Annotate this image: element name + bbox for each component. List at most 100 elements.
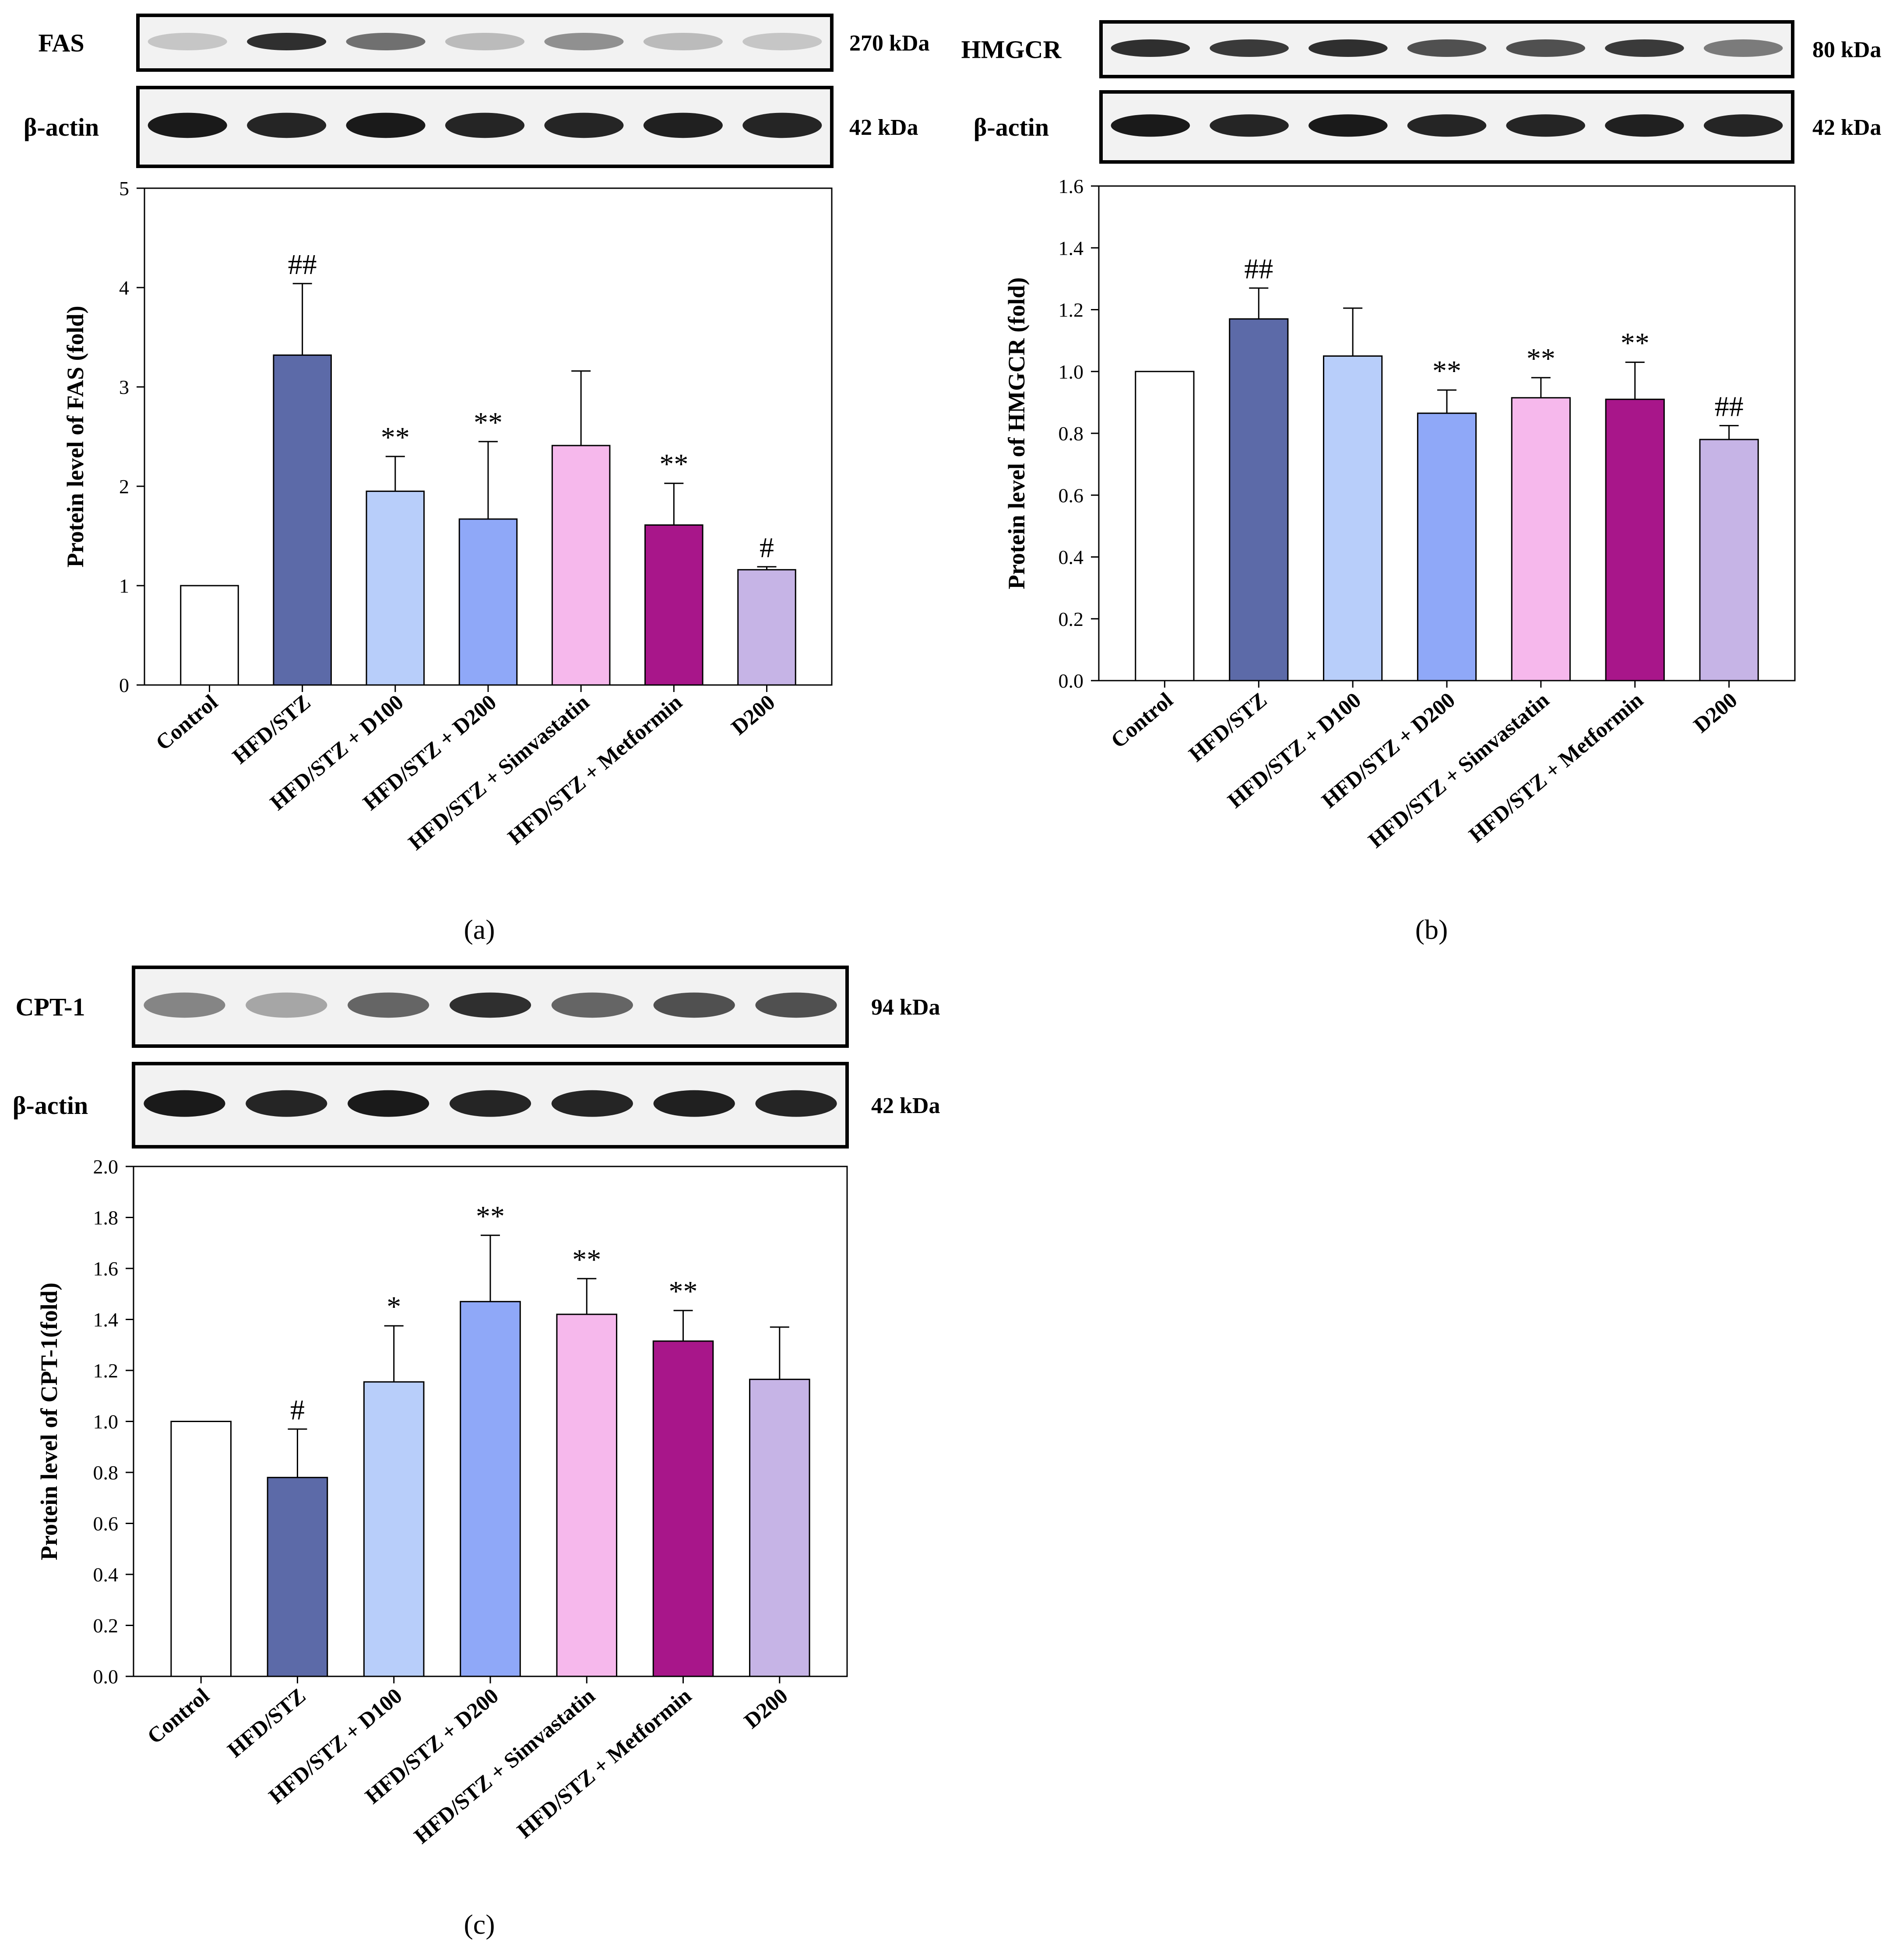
bar (551, 445, 611, 686)
blot-band (246, 992, 327, 1018)
blot-band (449, 992, 531, 1018)
y-tick-label: 0 (119, 674, 129, 696)
y-tick-label: 1.4 (1059, 237, 1084, 259)
target-blot-strip: HMGCR 80 kDa (961, 20, 1881, 78)
category-label: D200 (739, 1683, 792, 1733)
y-tick-label: 0.0 (1059, 670, 1084, 692)
blot-band (445, 33, 525, 50)
y-tick-label: 0.4 (93, 1563, 119, 1586)
blot-band (1309, 114, 1388, 137)
blot-protein-label: HMGCR (961, 35, 1062, 64)
significance-mark: ## (1715, 390, 1744, 422)
y-tick-label: 3 (119, 376, 129, 398)
y-tick-label: 1 (119, 575, 129, 597)
category-label: HFD/STZ + Metformin (1464, 687, 1648, 847)
blot-band (551, 992, 633, 1018)
bar (644, 524, 704, 686)
blot-band (755, 992, 837, 1018)
significance-mark: ** (659, 448, 688, 480)
target-blot-strip: CPT-1 94 kDa (16, 966, 940, 1048)
y-tick-label: 1.6 (93, 1257, 119, 1280)
western-blot: HMGCR 80 kDa β-actin 42 kDa (961, 20, 1881, 164)
significance-mark: ** (669, 1275, 698, 1307)
blot-band (1309, 39, 1388, 57)
bar (1511, 397, 1571, 681)
actin-blot-strip: β-actin 42 kDa (24, 86, 918, 168)
bar (363, 1381, 425, 1677)
blot-band (653, 1090, 735, 1117)
blot-band (653, 992, 735, 1018)
bar (1699, 439, 1759, 681)
category-label: HFD/STZ (228, 690, 315, 769)
blot-band (1703, 39, 1783, 57)
blot-kda-label: 94 kDa (871, 995, 940, 1020)
y-tick-label: 0.8 (1059, 422, 1084, 445)
y-tick-label: 1.2 (1059, 299, 1084, 321)
y-tick-label: 0.8 (93, 1461, 119, 1484)
bar (1135, 371, 1195, 681)
bar (749, 1378, 810, 1677)
bar (458, 518, 518, 686)
significance-mark: * (387, 1291, 401, 1323)
blot-band (148, 112, 227, 138)
bar (460, 1301, 521, 1677)
y-axis-label: Protein level of CPT-1(fold) (36, 1282, 62, 1560)
blot-band (1605, 39, 1684, 57)
y-tick-label: 1.2 (93, 1359, 119, 1382)
significance-mark: # (290, 1394, 305, 1426)
y-tick-label: 4 (119, 277, 129, 299)
significance-mark: ** (476, 1200, 505, 1232)
bar (1417, 412, 1477, 681)
y-tick-label: 0.0 (93, 1665, 119, 1688)
blot-band (755, 1090, 837, 1117)
blot-band (346, 112, 426, 138)
blot-band (1111, 39, 1190, 57)
blot-protein-label: β-actin (13, 1091, 88, 1120)
y-tick-label: 1.6 (1059, 175, 1084, 197)
panel-b: HMGCR 80 kDa β-actin 42 kDa 0.0 0.2 0.4 0.6 0.8 1… (961, 20, 1881, 945)
bar (273, 354, 332, 686)
blot-band (1407, 114, 1487, 137)
significance-mark: ** (1432, 355, 1461, 387)
panel-a: FAS 270 kDa β-actin 42 kDa 0 1 2 3 4 5 Protein lev… (24, 14, 929, 945)
blot-protein-label: CPT-1 (16, 993, 85, 1021)
blot-band (246, 1090, 327, 1117)
panel-c: CPT-1 94 kDa β-actin 42 kDa 0.0 0.2 0.4 0.6 0.8 1… (13, 966, 940, 1940)
y-tick-label: 0.2 (93, 1615, 119, 1637)
bar (366, 490, 425, 686)
y-tick-label: 0.6 (1059, 484, 1084, 506)
y-tick-label: 2 (119, 475, 129, 498)
blot-band (643, 112, 723, 138)
bar (737, 569, 796, 686)
blot-band (1111, 114, 1190, 137)
y-tick-label: 5 (119, 177, 129, 200)
blot-band (247, 112, 327, 138)
blot-band (348, 992, 429, 1018)
y-tick-label: 0.2 (1059, 608, 1084, 630)
category-label: HFD/STZ (223, 1683, 310, 1762)
category-label: Control (151, 689, 222, 755)
blot-band (1605, 114, 1684, 137)
significance-mark: ** (1621, 327, 1650, 359)
significance-mark: ** (572, 1243, 601, 1275)
blot-kda-label: 42 kDa (849, 115, 918, 140)
blot-kda-label: 270 kDa (849, 31, 929, 56)
panel-label: (c) (464, 1909, 495, 1940)
y-tick-label: 2.0 (93, 1156, 119, 1178)
bar-chart: 0.0 0.2 0.4 0.6 0.8 1.0 1.2 1.4 1.6 Protein level… (1003, 175, 1796, 853)
bar-chart: 0.0 0.2 0.4 0.6 0.8 1.0 1.2 1.4 1.6 1.8 2.0 Protein… (36, 1156, 848, 1848)
category-label: Control (142, 1683, 214, 1749)
category-label: HFD/STZ + Simvastatin (409, 1683, 600, 1848)
blot-kda-label: 42 kDa (1812, 115, 1881, 140)
bar (652, 1340, 714, 1677)
blot-band (144, 992, 225, 1018)
blot-band (551, 1090, 633, 1117)
blot-protein-label: FAS (38, 29, 84, 57)
blot-band (148, 33, 227, 50)
category-label: Control (1106, 687, 1178, 753)
y-tick-label: 1.0 (93, 1411, 119, 1433)
category-label: HFD/STZ + Simvastatin (1363, 687, 1554, 852)
blot-band (247, 33, 327, 50)
category-label: D200 (1689, 688, 1742, 738)
bar (170, 1421, 232, 1677)
